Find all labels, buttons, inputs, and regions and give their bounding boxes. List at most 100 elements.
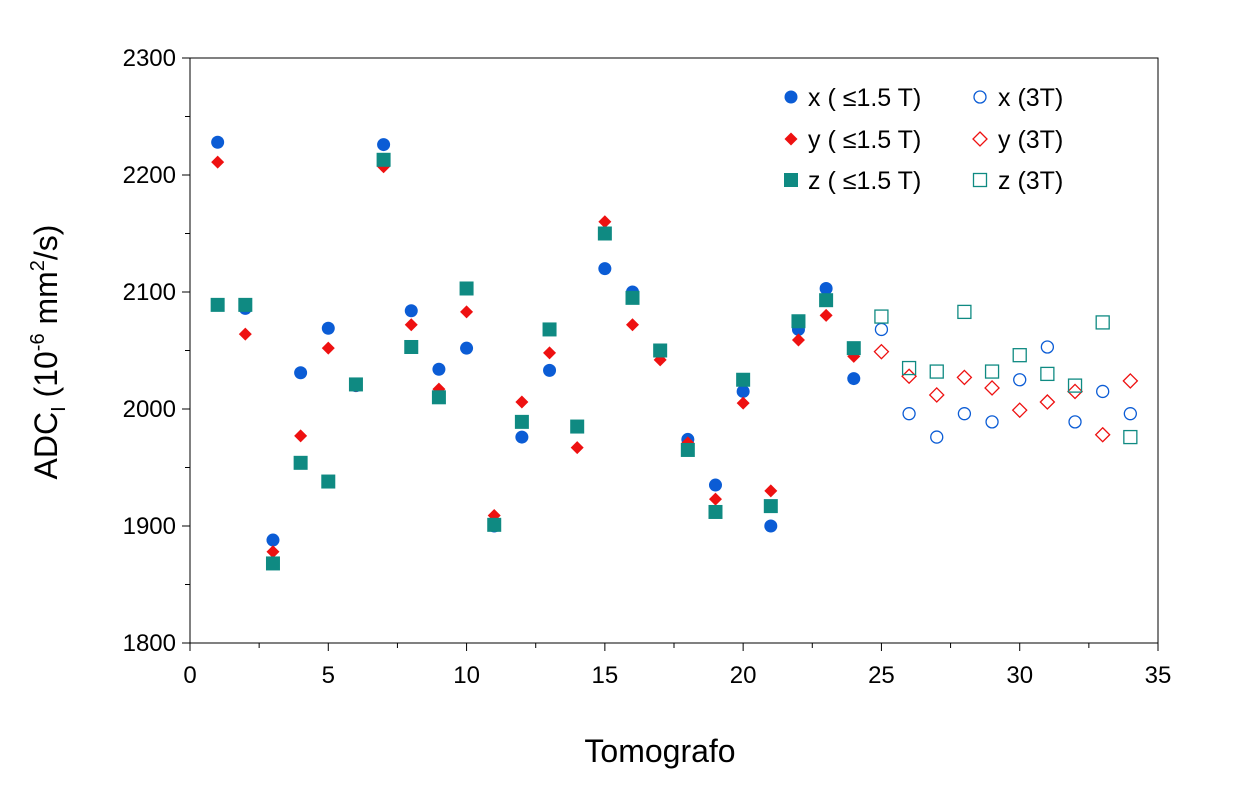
data-point xyxy=(1040,340,1055,354)
data-point xyxy=(211,155,225,169)
data-point xyxy=(321,321,335,335)
data-point xyxy=(460,341,474,355)
x-tick-label: 0 xyxy=(183,662,196,689)
data-point xyxy=(873,343,890,360)
data-point xyxy=(1096,384,1110,399)
data-point xyxy=(956,369,973,386)
legend-entry: x ( ≤1.5 T) xyxy=(808,84,921,112)
data-point xyxy=(570,419,585,434)
data-point xyxy=(1013,373,1027,387)
data-point xyxy=(515,395,529,409)
data-point xyxy=(598,215,612,229)
data-point xyxy=(1068,415,1082,429)
data-point xyxy=(1067,378,1083,393)
y-axis-title: ADCI (10-6 mm2/s) xyxy=(27,225,70,480)
data-point xyxy=(791,314,806,329)
data-point xyxy=(210,297,225,312)
data-point xyxy=(431,390,446,405)
data-point xyxy=(1012,348,1027,363)
data-point xyxy=(1040,366,1055,382)
data-point xyxy=(985,415,999,429)
data-point xyxy=(543,346,557,360)
data-point xyxy=(597,226,612,241)
x-tick-label: 35 xyxy=(1145,662,1172,689)
legend-entry: x (3T) xyxy=(998,84,1063,112)
data-point xyxy=(736,384,750,398)
data-point xyxy=(1011,402,1028,419)
data-point xyxy=(543,363,557,377)
x-tick-label: 15 xyxy=(592,662,619,689)
legend-entry: y ( ≤1.5 T) xyxy=(808,126,921,154)
data-point xyxy=(266,545,280,559)
data-point xyxy=(928,387,945,403)
data-point xyxy=(680,442,695,457)
data-point xyxy=(348,377,363,392)
x-tick-label: 5 xyxy=(322,662,335,689)
data-point xyxy=(874,309,889,324)
data-point xyxy=(984,380,1000,396)
legend-entry: y (3T) xyxy=(998,126,1063,154)
plot-area xyxy=(189,57,1159,644)
legend-marker xyxy=(972,131,988,147)
data-point xyxy=(238,327,252,341)
y-tick-label: 2100 xyxy=(123,279,176,306)
x-tick-label: 25 xyxy=(868,662,895,689)
data-point xyxy=(404,339,419,354)
data-point xyxy=(1094,426,1111,443)
data-point xyxy=(930,430,944,444)
y-tick-label: 1800 xyxy=(123,630,176,657)
data-point xyxy=(459,281,474,296)
data-point xyxy=(1123,429,1138,445)
data-point xyxy=(321,474,336,489)
data-point xyxy=(515,430,529,444)
legend-marker xyxy=(784,90,798,104)
data-point xyxy=(653,343,668,358)
data-point xyxy=(376,152,391,167)
data-point xyxy=(902,407,916,421)
data-point xyxy=(294,429,308,443)
data-point xyxy=(764,484,778,498)
data-point xyxy=(819,281,833,295)
data-point xyxy=(432,362,446,376)
data-point xyxy=(901,360,917,376)
data-point xyxy=(708,492,722,506)
data-point xyxy=(570,441,584,455)
y-tick-label: 2200 xyxy=(123,162,176,189)
data-point xyxy=(929,364,944,379)
legend-entry: z (3T) xyxy=(998,167,1063,195)
data-point xyxy=(321,341,335,355)
data-point xyxy=(736,396,750,410)
legend: x ( ≤1.5 T) y ( ≤1.5 T) z ( ≤1.5 T) x (3T) y… xyxy=(784,84,1063,195)
data-point xyxy=(708,478,722,492)
legend-marker xyxy=(784,132,798,146)
legend-marker xyxy=(784,173,798,187)
data-point xyxy=(293,455,308,470)
data-point xyxy=(238,297,253,312)
data-point xyxy=(294,366,308,380)
data-point xyxy=(846,341,861,356)
data-point xyxy=(265,556,280,571)
data-point xyxy=(764,519,778,533)
data-point xyxy=(598,262,612,276)
x-axis-title: Tomografo xyxy=(584,733,735,769)
y-tick-label: 1900 xyxy=(123,513,176,540)
data-point xyxy=(266,533,280,547)
data-point xyxy=(763,499,778,514)
data-point xyxy=(404,304,418,318)
data-point xyxy=(211,135,225,149)
data-point xyxy=(1095,315,1110,330)
data-point xyxy=(514,414,529,429)
data-point xyxy=(1122,373,1139,389)
data-point xyxy=(625,290,640,305)
data-point xyxy=(460,305,474,319)
data-point xyxy=(819,308,833,322)
data-point xyxy=(847,372,861,386)
x-tick-label: 10 xyxy=(453,662,480,689)
data-point xyxy=(377,138,391,152)
data-point xyxy=(957,407,972,421)
data-marks xyxy=(210,135,1139,571)
data-point xyxy=(736,372,751,387)
data-point xyxy=(957,304,972,320)
legend-marker xyxy=(973,90,987,104)
